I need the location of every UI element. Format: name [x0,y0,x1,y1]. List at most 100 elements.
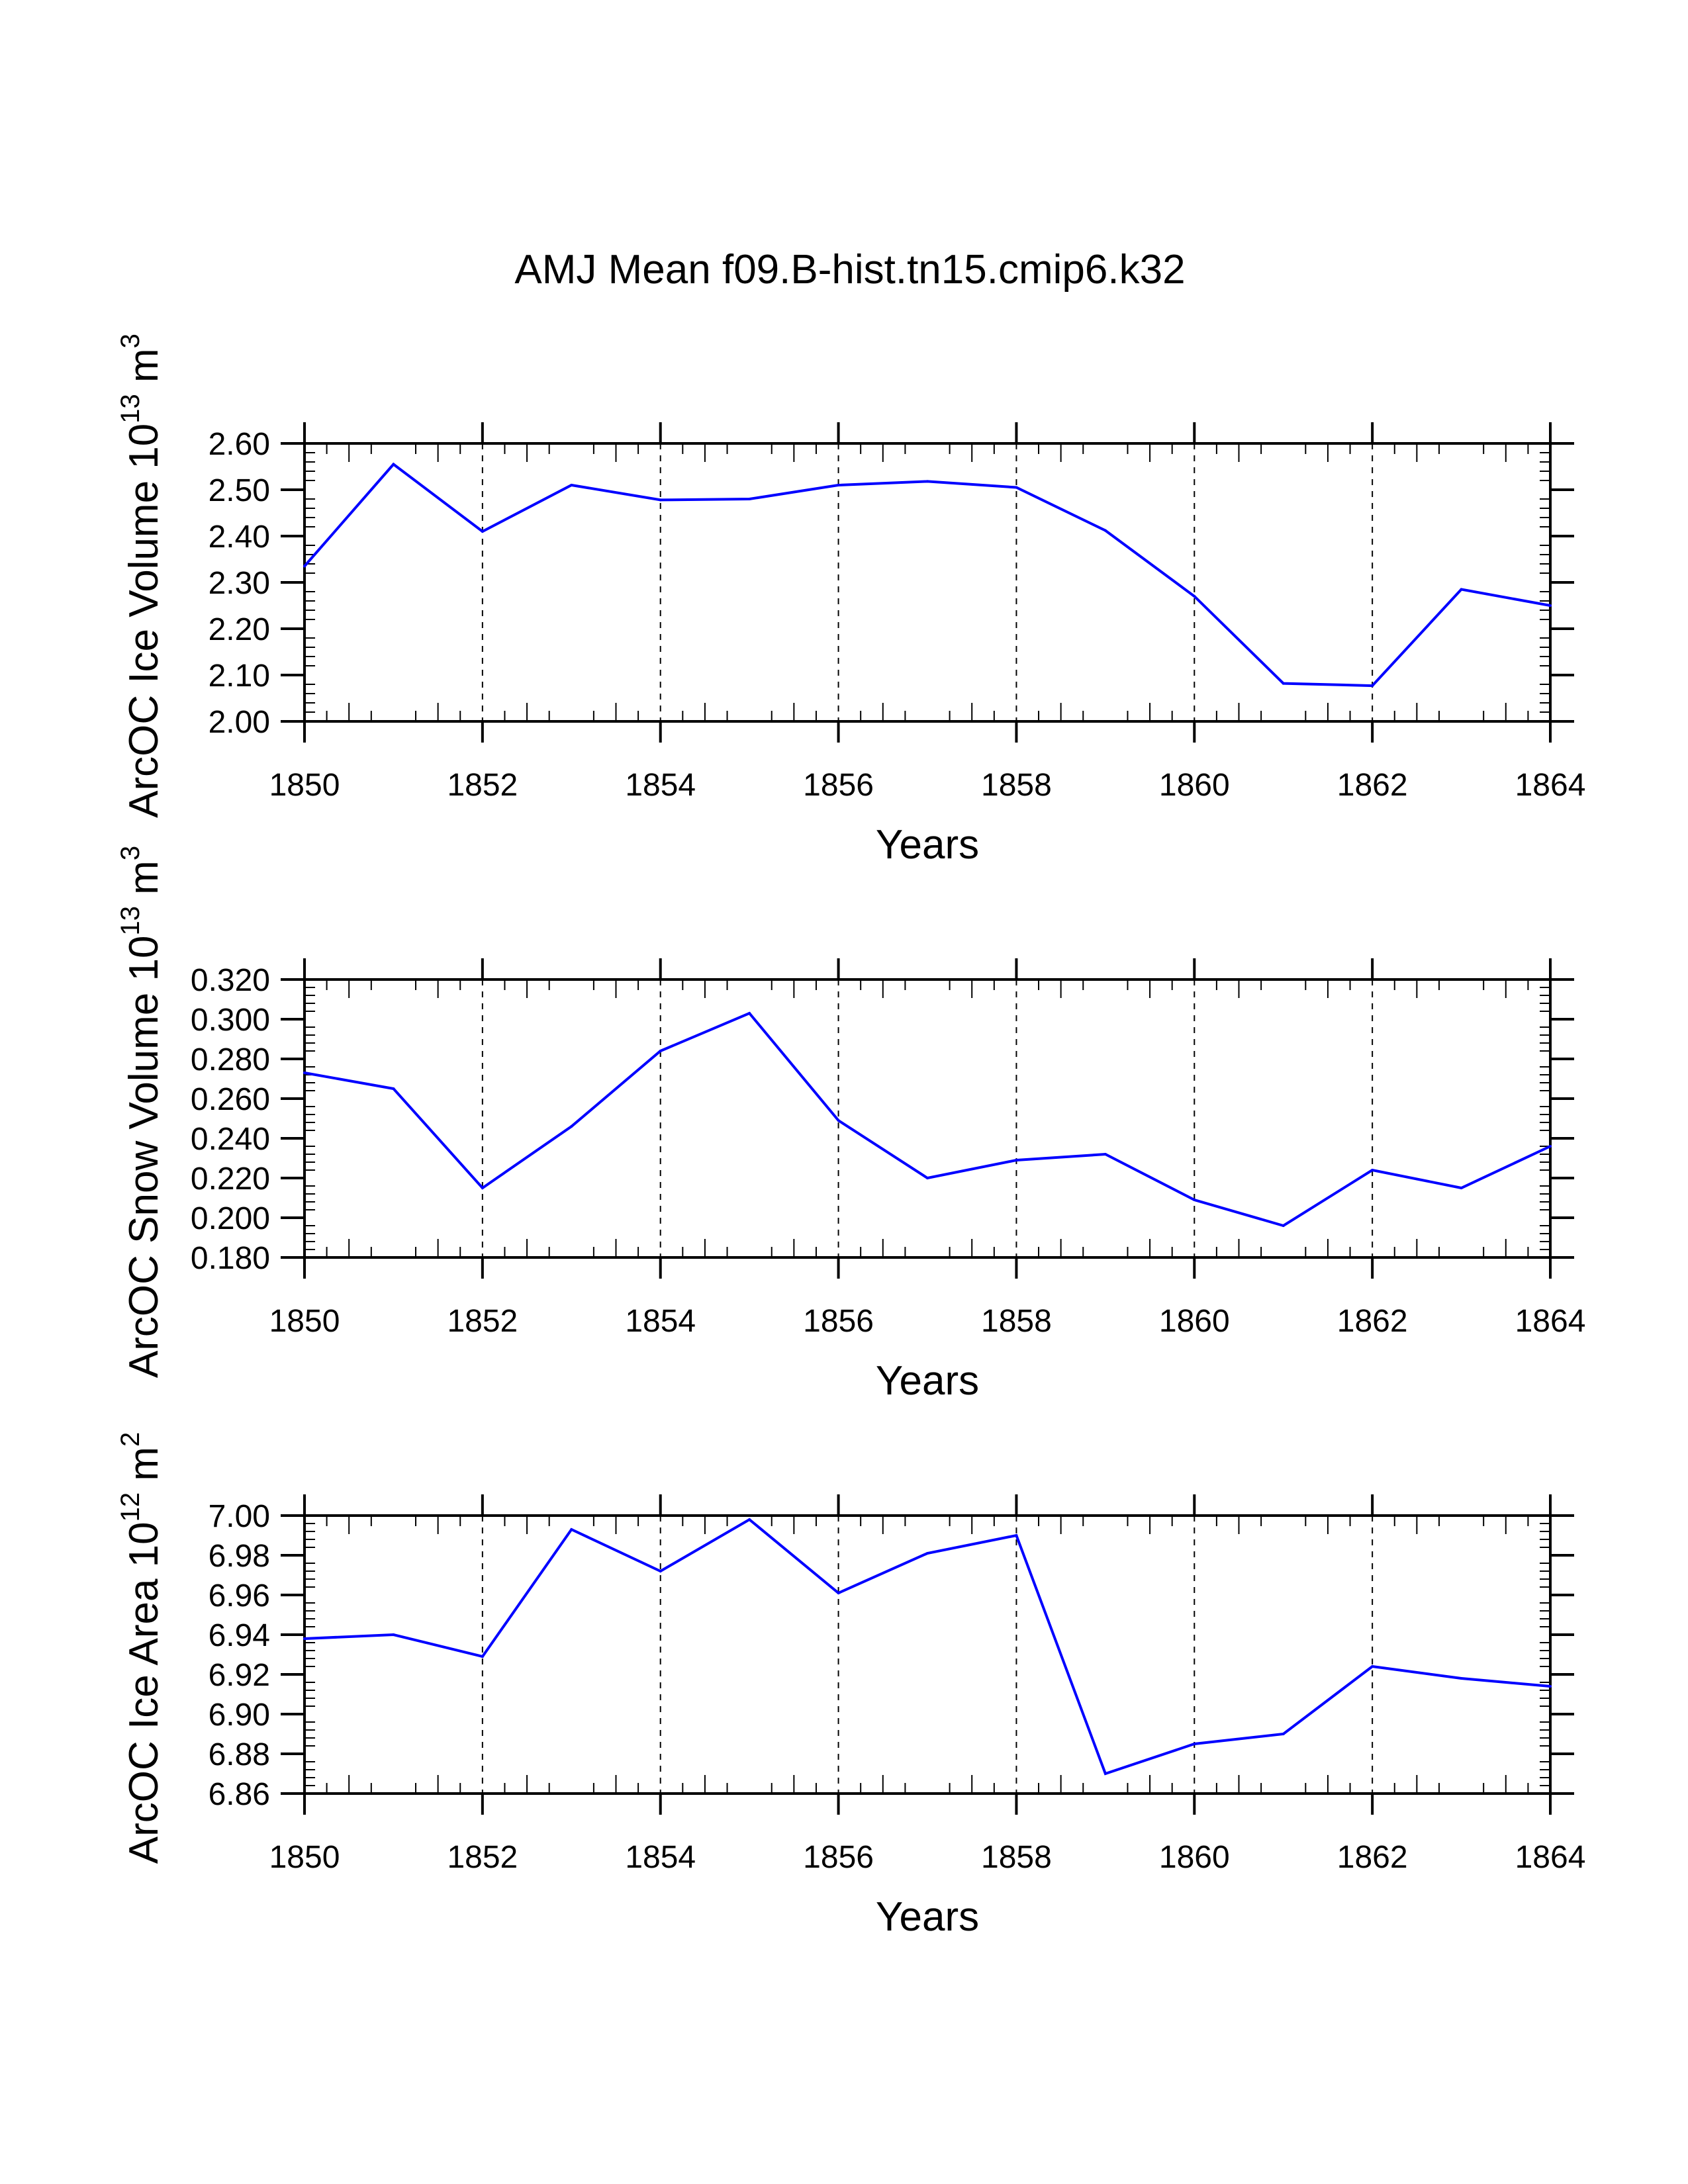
data-point [748,1518,751,1521]
data-point [1193,1743,1196,1745]
y-axis-title-unit: m [121,348,167,394]
data-point [1282,1733,1285,1735]
panel-1: 1850 1852 1854 1856 1858 1860 1862 1864 2.00 2.10… [116,334,1585,868]
y-tick-label: 2.50 [209,473,270,508]
y-axis-title: ArcOC Snow Volume 1013 m3 [116,846,167,1378]
x-tick-label: 1858 [981,1840,1052,1875]
data-point [1549,1145,1552,1148]
series-line [304,1518,1551,1776]
y-tick-label: 2.30 [209,566,270,601]
y-axis-title-unit: m [121,860,167,906]
y-tick-label: 0.320 [191,963,270,998]
y-tick-label: 0.180 [191,1241,270,1276]
x-tick-label: 1860 [1159,768,1230,803]
x-axis-title: Years [876,1358,979,1404]
x-tick-label: 1864 [1515,1304,1586,1339]
y-axis-title-text: ArcOC Ice Volume 10 [121,424,167,818]
data-point [659,1570,662,1572]
data-point [1371,1169,1374,1171]
y-axis-title-unit-exponent: 3 [116,846,145,860]
x-tick-label: 1850 [269,768,340,803]
data-point [303,1071,306,1074]
y-tick-label: 0.280 [191,1042,270,1077]
x-tick-label: 1850 [269,1840,340,1875]
x-tick-label: 1860 [1159,1840,1230,1875]
data-point [659,1050,662,1052]
plot-frame [303,442,1552,723]
y-axis-title-unit-exponent: 3 [116,334,145,348]
y-tick-label: 6.98 [209,1539,270,1574]
x-tick-label: 1856 [803,1304,874,1339]
data-point [748,498,751,500]
data-point [1282,682,1285,685]
x-tick-label: 1862 [1337,1840,1408,1875]
series-line [304,1011,1551,1228]
data-point [659,498,662,502]
data-point [1193,595,1196,598]
y-tick-label: 0.220 [191,1161,270,1197]
plot-frame [303,978,1552,1259]
data-point [1371,684,1374,688]
y-tick-label: 2.00 [209,705,270,740]
data-point [926,1552,929,1555]
x-tick-label: 1858 [981,1304,1052,1339]
y-tick-label: 6.94 [209,1618,270,1653]
y-axis-title-text: ArcOC Ice Area 10 [121,1522,167,1864]
y-tick-label: 0.240 [191,1122,270,1157]
data-point [481,530,484,533]
y-tick-label: 6.90 [209,1698,270,1733]
x-axis-title: Years [876,822,979,868]
data-point [1103,529,1107,532]
data-point [1193,1199,1196,1201]
data-point [481,1655,484,1658]
data-point [1460,588,1463,591]
chart-title: AMJ Mean f09.B-hist.tn15.cmip6.k32 [514,247,1185,293]
y-axis-title: ArcOC Ice Area 1012 m2 [116,1432,167,1864]
y-axis-title-unit: m [121,1447,167,1492]
data-point [570,484,573,486]
y-axis-title-exponent: 13 [116,394,145,424]
data-point [1371,1665,1374,1668]
y-tick-label: 0.260 [191,1082,270,1117]
data-point [926,1177,929,1179]
x-tick-label: 1854 [625,768,696,803]
data-point [392,463,395,466]
y-tick-label: 6.92 [209,1658,270,1693]
data-point [1549,604,1552,607]
data-point [303,1637,306,1640]
x-tick-label: 1852 [447,1304,518,1339]
panel-3: 1850 1852 1854 1856 1858 1860 1862 1864 6.86 6.88… [116,1432,1585,1940]
series-line [303,462,1551,688]
data-point [837,1592,840,1594]
y-tick-label: 2.40 [209,520,270,555]
plot-frame [303,1514,1552,1795]
y-axis-title-text: ArcOC Snow Volume 10 [121,936,167,1379]
x-tick-label: 1856 [803,1840,874,1875]
x-tick-label: 1860 [1159,1304,1230,1339]
data-point [748,1012,751,1015]
data-point [1460,1677,1463,1680]
x-tick-label: 1852 [447,1840,518,1875]
x-tick-label: 1858 [981,768,1052,803]
data-point [1015,1534,1018,1537]
y-tick-label: 2.60 [209,427,270,462]
y-tick-label: 6.88 [209,1737,270,1772]
data-point [570,1125,573,1128]
data-point [1282,1224,1285,1227]
data-point [837,1119,840,1122]
data-point [570,1528,573,1531]
y-tick-label: 7.00 [209,1499,270,1534]
data-point [303,565,306,568]
x-tick-label: 1864 [1515,1840,1586,1875]
data-point [1103,1153,1107,1156]
data-point [1460,1187,1463,1189]
x-tick-label: 1854 [625,1840,696,1875]
y-axis-title-unit-exponent: 2 [116,1432,145,1447]
y-axis-title: ArcOC Ice Volume 1013 m3 [116,334,167,818]
y-tick-label: 0.300 [191,1003,270,1038]
x-tick-label: 1856 [803,768,874,803]
panel-2: 1850 1852 1854 1856 1858 1860 1862 1864 0.180 0.2… [116,846,1585,1404]
data-point [926,480,929,483]
x-tick-label: 1862 [1337,768,1408,803]
